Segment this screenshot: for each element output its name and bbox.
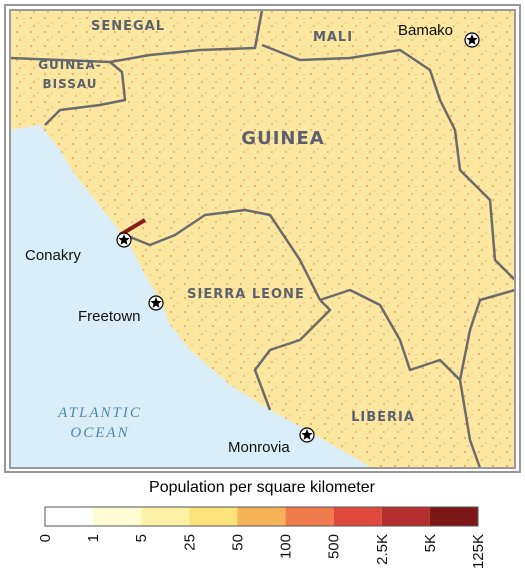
legend-swatch [93, 507, 142, 526]
city-star [118, 234, 130, 245]
frame-inner [9, 9, 516, 469]
legend-tick-label: 5 [133, 534, 150, 542]
legend-tick-label: 0 [37, 534, 54, 542]
legend-swatch [285, 507, 334, 526]
legend-swatch [141, 507, 190, 526]
legend-tick-label: 50 [229, 534, 246, 551]
country-label: LIBERIA [351, 410, 415, 425]
ocean-label: ATLANTIC [57, 405, 142, 421]
frame-outer [4, 4, 521, 473]
country-label: GUINEA- [38, 58, 102, 72]
country-label: MALI [313, 30, 353, 45]
ocean [10, 125, 372, 468]
legend-swatch [45, 507, 94, 526]
legend-tick-label: 1 [85, 534, 102, 542]
city-label: Freetown [78, 308, 141, 325]
map-labels: SENEGAL MALI GUINEA SIERRA LEONE LIBERIA GUIN… [25, 19, 480, 456]
legend-swatch [333, 507, 382, 526]
legend-swatch [237, 507, 286, 526]
country-label: BISSAU [42, 77, 97, 91]
legend-swatch [189, 507, 238, 526]
city-star [150, 297, 162, 308]
city-label: Conakry [25, 247, 81, 264]
legend-swatch [429, 507, 478, 526]
legend-border [44, 506, 479, 527]
city-label: Monrovia [228, 439, 290, 456]
city-label: Bamako [398, 22, 453, 39]
legend-tick-label: 500 [326, 534, 343, 559]
legend-title: Population per square kilometer [149, 479, 376, 496]
legend-tick-label: 125K [470, 534, 487, 569]
legend-swatch [381, 507, 430, 526]
city-star [301, 429, 313, 440]
legend-tick-label: 5K [422, 534, 439, 552]
country-label: SIERRA LEONE [187, 287, 305, 302]
legend-tick-label: 25 [181, 534, 198, 551]
country-label: SENEGAL [91, 19, 165, 34]
city-star [466, 34, 478, 45]
country-label: GUINEA [241, 128, 324, 149]
ocean-label: OCEAN [70, 425, 129, 441]
legend-tick-label: 2.5K [374, 534, 391, 565]
legend: 0 1 5 25 50 100 500 2.5K 5K 125K [37, 506, 487, 569]
legend-tick-label: 100 [278, 534, 295, 559]
borders [9, 9, 516, 469]
